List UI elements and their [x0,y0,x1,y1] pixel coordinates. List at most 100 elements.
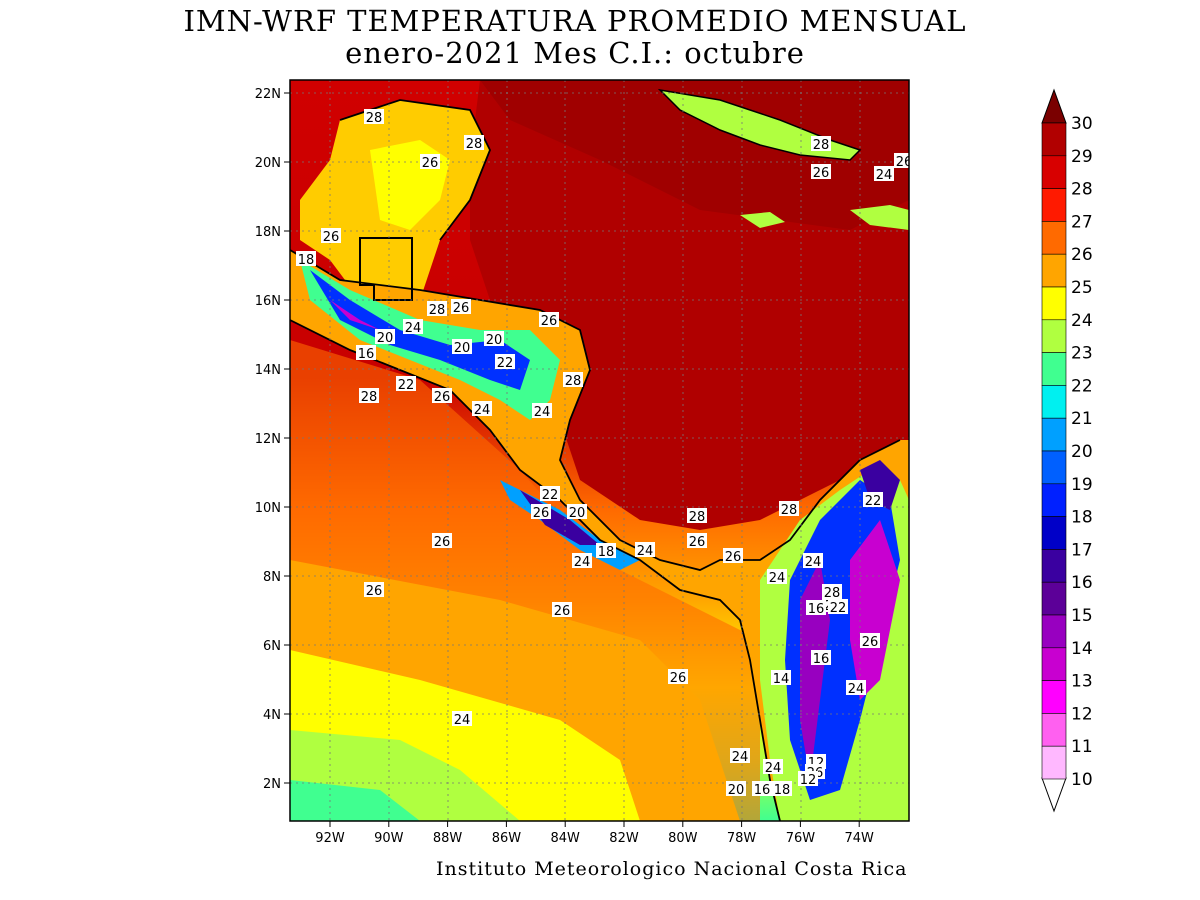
contour-label-box [811,164,831,179]
colorbar-segment [1041,647,1067,681]
contour-label: 26 [554,604,571,619]
colorbar: 30 29 28 27 26 25 24 23 22 21 20 19 18 17 16 15 14 13 12 11… [1041,88,1093,813]
contour-label-box [752,781,772,796]
contour-label: 28 [689,510,706,525]
lon-tick-label: 78W [727,831,757,846]
lat-tick-label: 20N [255,156,281,171]
contour-label-box [452,339,472,354]
contour-label-box [531,504,551,519]
contour-label: 22 [542,488,559,503]
contour-label: 16 [358,347,375,362]
contour-label: 24 [765,761,782,776]
contour-label: 28 [813,138,830,153]
colorbar-arrow-up [1041,88,1067,124]
contour-label: 26 [366,584,383,599]
contour-label: 26 [453,301,470,316]
contour-label-box [846,680,866,695]
map-frame [289,79,910,822]
contour-label-box [771,670,791,685]
colorbar-segment [1041,286,1067,321]
contour-label-box [806,600,826,615]
colorbar-label: 17 [1071,540,1093,560]
contour-label: 24 [534,405,551,420]
contour-label: 28 [565,374,582,389]
cuba-land [660,90,860,160]
latitude-axis: 22N 20N 18N 16N 14N 12N 10N 8N 6N 4N 2N [255,87,290,792]
contour-label-box [779,501,799,516]
colorbar-label: 27 [1071,212,1093,232]
contour-label-box [296,251,316,266]
contour-label-box [464,135,484,150]
contour-label: 26 [323,230,340,245]
colorbar-label: 12 [1071,704,1093,724]
contour-label-box [472,401,492,416]
colorbar-label: 15 [1071,606,1093,626]
caribbean-core [480,80,909,230]
colorbar-label: 20 [1071,442,1093,462]
lat-tick-label: 8N [263,570,281,585]
contour-label: 24 [848,682,865,697]
contour-label-box [687,508,707,523]
colorbar-segment [1041,155,1067,189]
colorbar-segment [1041,417,1067,452]
contour-label-box [767,569,787,584]
contour-label: 26 [896,155,913,170]
contour-label: 26 [670,671,687,686]
contour-label: 24 [405,321,422,336]
contour-label: 28 [361,390,378,405]
contour-label: 28 [429,303,446,318]
contour-label-box [552,602,572,617]
colorbar-segment [1041,221,1067,255]
contour-label-box [668,669,688,684]
caribbean-coastline [290,249,901,571]
contour-label: 26 [434,535,451,550]
lon-tick-label: 74W [844,831,874,846]
contour-label-box [356,345,376,360]
contour-label: 18 [774,783,791,798]
contour-label-box [726,781,746,796]
contour-label: 22 [497,356,514,371]
lat-tick-label: 4N [263,708,281,723]
contour-label-box [635,542,655,557]
lon-tick-label: 86W [492,831,522,846]
colorbar-label: 26 [1071,245,1093,265]
colorbar-label: 14 [1071,639,1093,659]
colorbar-segment [1041,385,1067,419]
contour-label-box [321,228,341,243]
colorbar-arrow-down [1041,777,1067,813]
highlands-core [310,270,530,390]
contour-label-box [863,492,883,507]
contour-label: 24 [454,713,471,728]
contour-label-box [563,372,583,387]
contour-label-box [860,633,880,648]
contour-label-box [730,748,750,763]
colorbar-segment [1041,713,1067,747]
colorbar-label: 29 [1071,147,1093,167]
contour-label: 24 [805,555,822,570]
lon-tick-label: 82W [609,831,639,846]
contour-label-box [803,553,823,568]
contour-label-box [396,376,416,391]
contour-label-box [364,109,384,124]
contour-label: 20 [454,341,471,356]
colorbar-label: 16 [1071,573,1093,593]
contour-label-box [596,543,616,558]
contour-label-box [572,553,592,568]
contour-label: 22 [398,378,415,393]
contour-label-box [375,329,395,344]
lon-tick-label: 88W [433,831,463,846]
colorbar-segment [1041,253,1067,288]
contour-label: 24 [732,750,749,765]
lat-tick-label: 22N [255,87,281,102]
map-grid [290,80,909,821]
colorbar-label: 19 [1071,475,1093,495]
contour-label: 28 [781,503,798,518]
contour-label-box [539,312,559,327]
contour-label-box [359,388,379,403]
lat-tick-label: 14N [255,363,281,378]
colorbar-label: 13 [1071,672,1093,692]
colorbar-label: 30 [1071,114,1093,134]
contour-label: 18 [298,253,315,268]
map-title-line2: enero-2021 Mes C.I.: octubre [345,36,805,70]
contour-label-box [452,711,472,726]
